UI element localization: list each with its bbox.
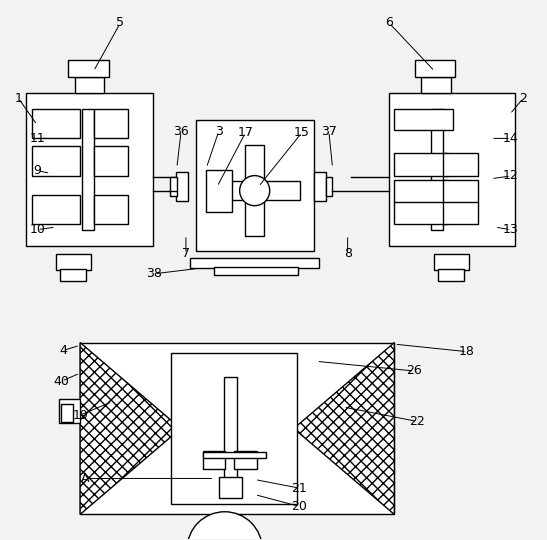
Bar (394, 153, 448, 176)
Bar (60, 269, 86, 281)
Bar (176, 172, 188, 201)
Bar (171, 353, 297, 504)
Bar (26, 93, 153, 246)
Text: 36: 36 (173, 125, 189, 138)
Text: 12: 12 (503, 170, 519, 183)
Text: 22: 22 (410, 415, 426, 428)
Text: 20: 20 (292, 500, 307, 513)
Text: 7: 7 (182, 247, 190, 260)
Bar (80, 342, 394, 515)
Bar (438, 269, 464, 281)
Text: 9: 9 (33, 164, 41, 177)
Text: 21: 21 (292, 482, 307, 495)
Bar (219, 477, 242, 498)
Text: 10: 10 (29, 223, 45, 236)
Text: 6: 6 (385, 16, 393, 29)
Text: 14: 14 (503, 132, 519, 145)
Bar (224, 377, 237, 493)
Polygon shape (80, 342, 181, 515)
Bar (209, 181, 300, 200)
Bar (75, 77, 104, 93)
Bar (32, 195, 80, 224)
Circle shape (187, 512, 262, 540)
Bar (234, 451, 257, 469)
Bar (389, 93, 515, 246)
Bar (394, 202, 448, 224)
Bar (68, 60, 108, 77)
Bar (190, 258, 319, 268)
Bar (314, 172, 325, 201)
Bar (431, 109, 443, 230)
Circle shape (240, 176, 270, 206)
Bar (434, 254, 469, 270)
Text: 2: 2 (519, 92, 527, 105)
Bar (394, 109, 453, 130)
Text: A: A (81, 472, 90, 485)
Bar (214, 267, 298, 275)
Text: 26: 26 (406, 364, 422, 377)
Text: 4: 4 (59, 344, 67, 357)
Text: 18: 18 (459, 345, 475, 358)
Bar (203, 452, 265, 458)
Bar (245, 145, 264, 237)
Bar (56, 254, 91, 270)
Bar (443, 202, 478, 224)
Text: 13: 13 (503, 223, 519, 236)
Text: 17: 17 (237, 126, 253, 139)
Bar (443, 180, 478, 203)
Bar (415, 60, 455, 77)
Text: 40: 40 (54, 375, 69, 388)
Bar (59, 399, 80, 423)
Text: 38: 38 (146, 267, 162, 280)
Text: 1: 1 (14, 92, 22, 105)
Text: 8: 8 (344, 247, 352, 260)
Text: 5: 5 (117, 16, 124, 29)
Bar (206, 170, 232, 212)
Bar (61, 404, 73, 422)
Bar (94, 195, 129, 224)
Text: 15: 15 (294, 126, 310, 139)
Bar (32, 146, 80, 176)
Bar (94, 146, 129, 176)
Bar (170, 178, 177, 196)
Bar (196, 119, 314, 251)
Text: 11: 11 (29, 132, 45, 145)
Bar (421, 77, 451, 93)
Text: 3: 3 (215, 125, 223, 138)
Bar (443, 153, 478, 176)
Bar (394, 180, 448, 203)
Bar (82, 109, 94, 230)
Bar (325, 178, 332, 196)
Text: 19: 19 (72, 409, 88, 422)
Text: 37: 37 (321, 125, 337, 138)
Bar (94, 109, 129, 138)
Polygon shape (294, 342, 394, 515)
Bar (32, 109, 80, 138)
Bar (203, 451, 225, 469)
